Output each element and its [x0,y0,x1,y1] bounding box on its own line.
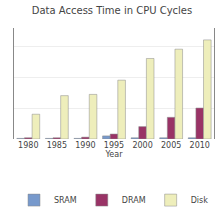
svg-text:1995: 1995 [104,141,124,150]
svg-text:2005: 2005 [161,141,181,150]
svg-text:Year: Year [105,150,124,159]
svg-text:SRAM: SRAM [54,196,77,205]
svg-text:1990: 1990 [75,141,95,150]
svg-text:1985: 1985 [47,141,67,150]
svg-text:2000: 2000 [132,141,152,150]
svg-text:2010: 2010 [190,141,210,150]
svg-text:Disk: Disk [191,196,209,205]
svg-text:1980: 1980 [18,141,38,150]
svg-text:Data Access Time in CPU Cycles: Data Access Time in CPU Cycles [32,5,192,16]
svg-text:DRAM: DRAM [122,196,146,205]
